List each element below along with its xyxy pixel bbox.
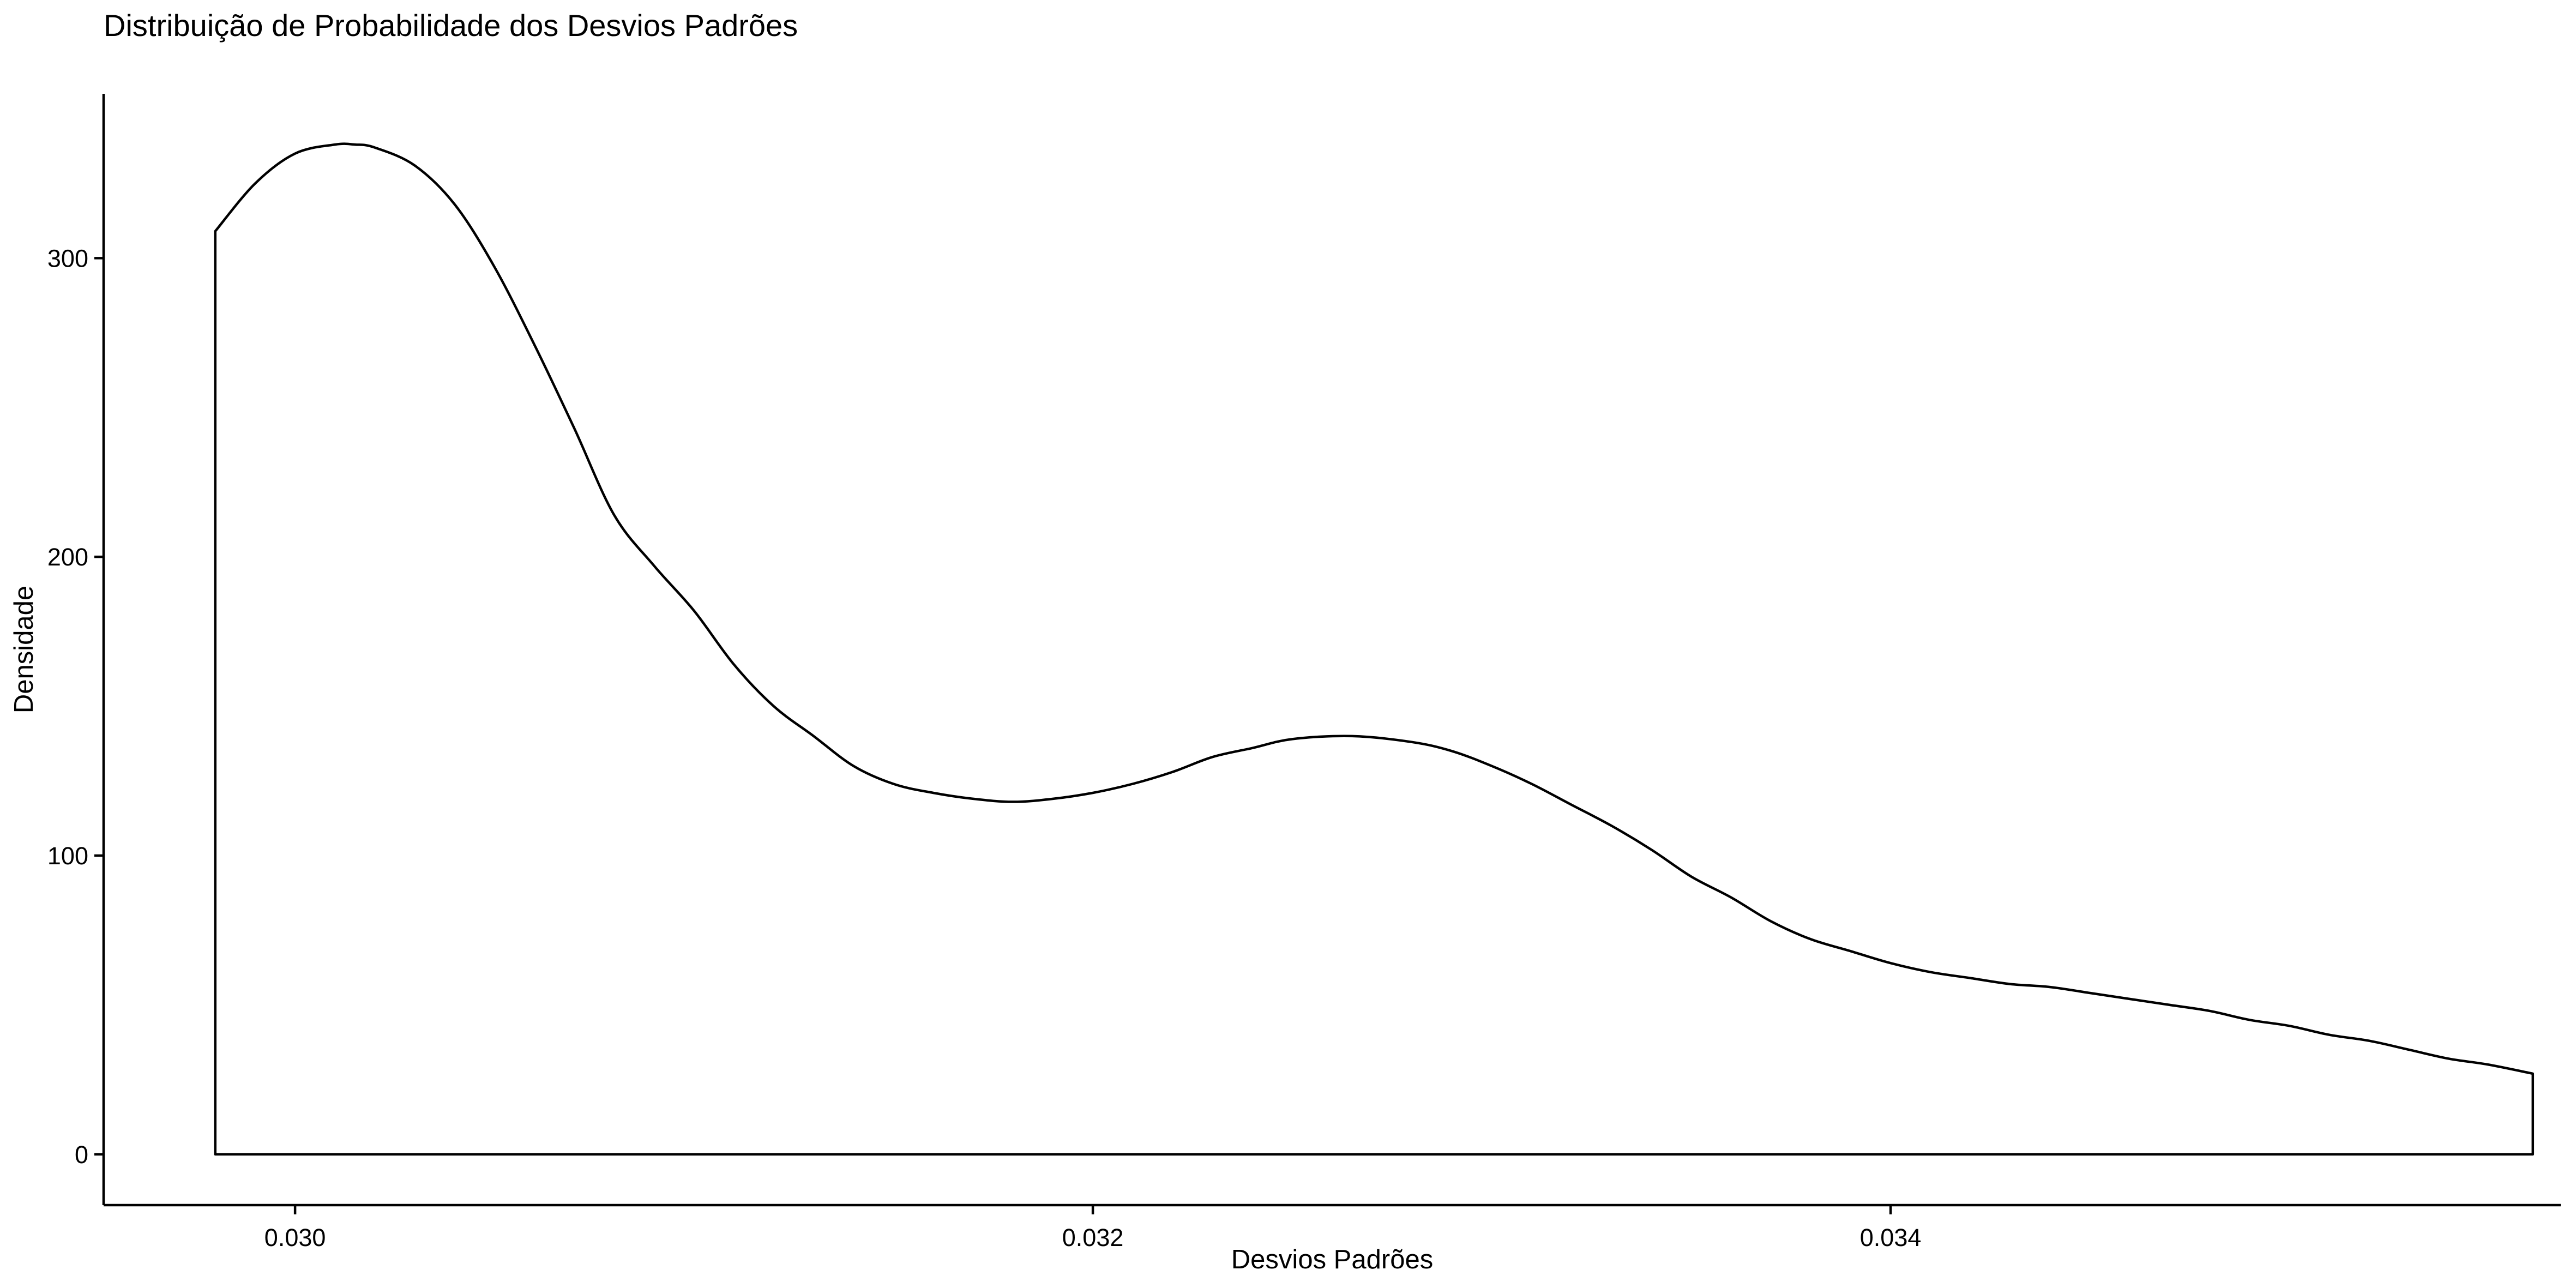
x-axis-title: Desvios Padrões (1231, 1245, 1433, 1274)
x-tick-label: 0.030 (264, 1224, 326, 1251)
y-tick-label: 100 (47, 842, 88, 870)
y-axis-ticks: 0 100 200 300 (47, 244, 104, 1169)
x-tick-label: 0.032 (1062, 1224, 1124, 1251)
y-tick-label: 0 (75, 1141, 88, 1169)
y-axis-title: Densidade (9, 586, 39, 713)
density-curve (214, 142, 2535, 1156)
x-tick-label: 0.034 (1860, 1224, 1922, 1251)
x-axis-ticks: 0.030 0.032 0.034 (264, 1205, 1922, 1251)
y-tick-label: 200 (47, 543, 88, 571)
chart-title: Distribuição de Probabilidade dos Desvio… (104, 8, 798, 43)
y-tick-label: 300 (47, 244, 88, 272)
